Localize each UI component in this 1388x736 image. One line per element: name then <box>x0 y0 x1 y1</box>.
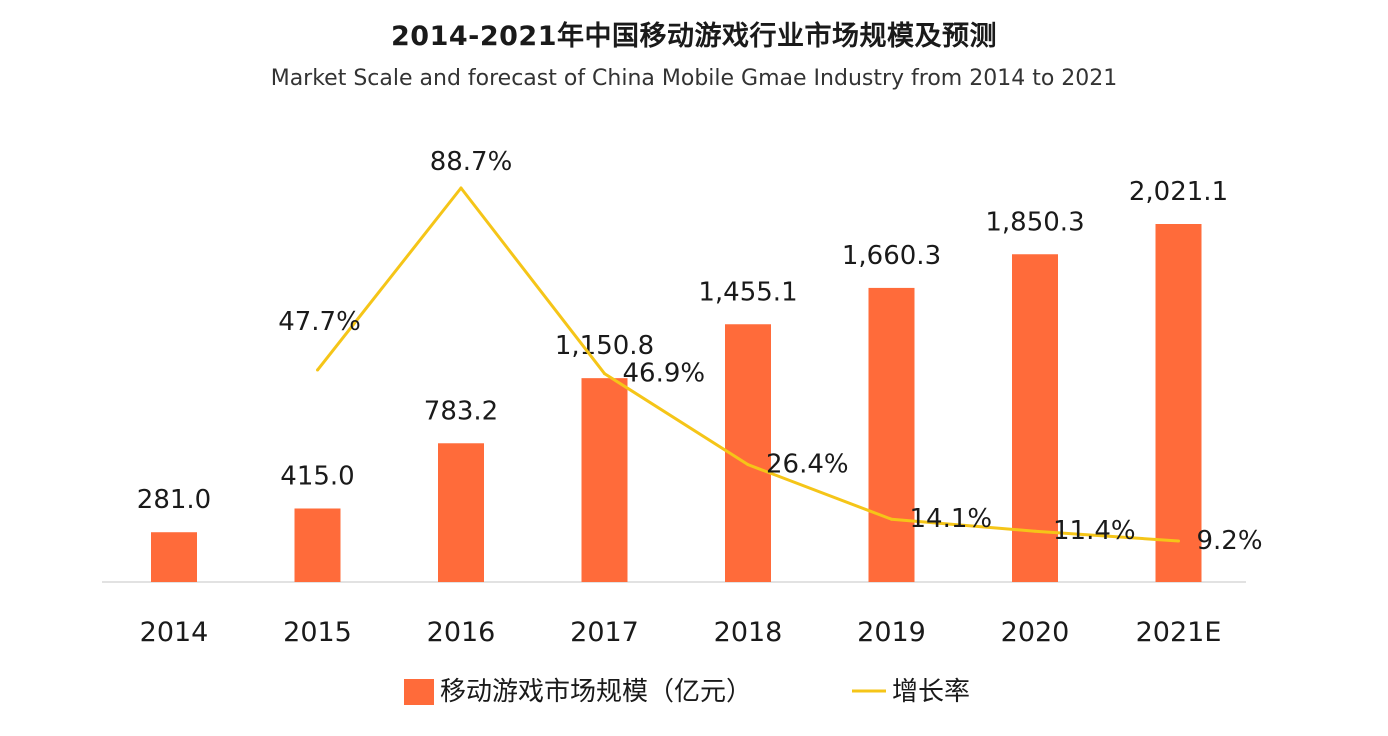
growth-label-2019: 14.1% <box>910 504 993 534</box>
chart-subtitle: Market Scale and forecast of China Mobil… <box>270 66 1118 91</box>
bar-2020 <box>1012 254 1058 582</box>
growth-label-2017: 46.9% <box>623 359 706 389</box>
bar-value-label-2015: 415.0 <box>280 461 354 491</box>
bar-value-label-2019: 1,660.3 <box>842 241 941 271</box>
line-layer <box>316 186 1180 543</box>
x-tick-labels: 2014 2015 2016 2017 2018 2019 2020 2021E <box>140 617 1222 648</box>
growth-label-2020: 11.4% <box>1053 516 1136 546</box>
growth-point-2017 <box>603 372 606 376</box>
bar-value-label-2021E: 2,021.1 <box>1129 177 1228 207</box>
bar-value-label-2017: 1,150.8 <box>555 331 654 361</box>
legend-label-market-scale: 移动游戏市场规模（亿元） <box>440 677 752 707</box>
x-tick-2015: 2015 <box>283 617 352 648</box>
bar-2021E <box>1155 224 1202 582</box>
growth-point-2021E <box>1177 539 1180 543</box>
bar-2017 <box>581 378 628 582</box>
bar-2015 <box>294 508 341 582</box>
growth-point-2015 <box>316 368 319 372</box>
growth-point-2019 <box>890 517 893 521</box>
bar-value-label-2014: 281.0 <box>137 485 211 515</box>
line-labels-layer: 47.7% 88.7% 46.9% 26.4% 14.1% 11.4% 9.2% <box>278 147 1262 556</box>
growth-point-2018 <box>746 463 750 467</box>
x-tick-2017: 2017 <box>570 617 639 648</box>
x-tick-2014: 2014 <box>140 617 209 648</box>
chart-title: 2014-2021年中国移动游戏行业市场规模及预测 <box>391 21 997 52</box>
x-tick-2021E: 2021E <box>1136 617 1222 648</box>
growth-label-2016: 88.7% <box>430 147 513 177</box>
growth-label-2015: 47.7% <box>278 307 361 337</box>
bar-2019 <box>868 287 915 582</box>
legend: 移动游戏市场规模（亿元） 增长率 <box>404 677 970 707</box>
x-tick-2019: 2019 <box>857 617 926 648</box>
bar-value-label-2016: 783.2 <box>424 396 498 426</box>
x-tick-2020: 2020 <box>1001 617 1070 648</box>
growth-point-2016 <box>459 186 463 190</box>
growth-label-2021E: 9.2% <box>1197 526 1263 556</box>
x-tick-2016: 2016 <box>427 617 496 648</box>
growth-point-2020 <box>1033 529 1037 533</box>
bar-value-label-2020: 1,850.3 <box>985 207 1084 237</box>
bar-2014 <box>151 532 197 582</box>
legend-swatch-market-scale <box>404 679 434 705</box>
bar-2016 <box>438 443 484 582</box>
growth-label-2018: 26.4% <box>766 450 849 480</box>
x-tick-2018: 2018 <box>714 617 783 648</box>
bar-labels-layer: 281.0 415.0 783.2 1,150.8 1,455.1 1,660.3 1,85… <box>137 177 1228 515</box>
legend-label-growth-rate: 增长率 <box>892 677 970 707</box>
bars-layer <box>151 224 1202 582</box>
bar-value-label-2018: 1,455.1 <box>698 277 797 307</box>
